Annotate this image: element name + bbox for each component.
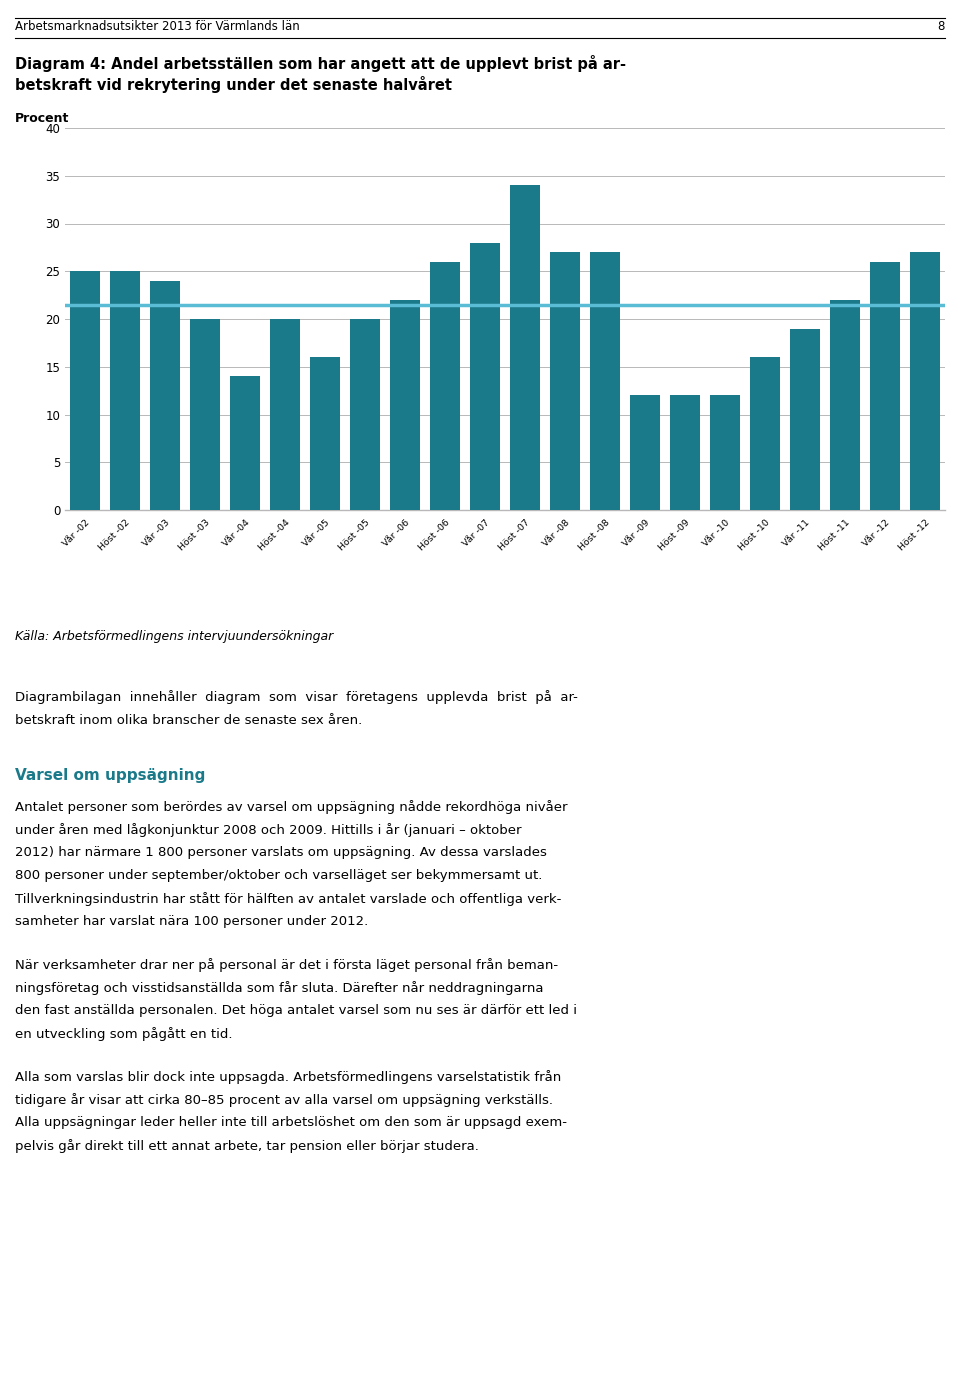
- Text: under åren med lågkonjunktur 2008 och 2009. Hittills i år (januari – oktober: under åren med lågkonjunktur 2008 och 20…: [15, 822, 521, 836]
- Text: 8: 8: [938, 21, 945, 33]
- Bar: [230, 377, 260, 511]
- Bar: [310, 357, 340, 511]
- Bar: [270, 319, 300, 511]
- Bar: [150, 280, 180, 511]
- Text: Tillverkningsindustrin har stått för hälften av antalet varslade och offentliga : Tillverkningsindustrin har stått för häl…: [15, 891, 562, 905]
- Text: en utveckling som pågått en tid.: en utveckling som pågått en tid.: [15, 1027, 232, 1041]
- Bar: [430, 262, 460, 511]
- Bar: [70, 272, 100, 511]
- Text: Alla som varslas blir dock inte uppsagda. Arbetsförmedlingens varselstatistik fr: Alla som varslas blir dock inte uppsagda…: [15, 1070, 562, 1083]
- Text: Källa: Arbetsförmedlingens intervjuundersökningar: Källa: Arbetsförmedlingens intervjuunder…: [15, 631, 333, 643]
- Text: samheter har varslat nära 100 personer under 2012.: samheter har varslat nära 100 personer u…: [15, 915, 369, 927]
- Text: Antalet personer som berördes av varsel om uppsägning nådde rekordhöga nivåer: Antalet personer som berördes av varsel …: [15, 800, 567, 814]
- Text: Arbetsmarknadsutsikter 2013 för Värmlands län: Arbetsmarknadsutsikter 2013 för Värmland…: [15, 21, 300, 33]
- Text: tidigare år visar att cirka 80–85 procent av alla varsel om uppsägning verkställ: tidigare år visar att cirka 80–85 procen…: [15, 1093, 553, 1107]
- Text: pelvis går direkt till ett annat arbete, tar pension eller börjar studera.: pelvis går direkt till ett annat arbete,…: [15, 1138, 479, 1152]
- Text: Alla uppsägningar leder heller inte till arbetslöshet om den som är uppsagd exem: Alla uppsägningar leder heller inte till…: [15, 1116, 567, 1129]
- Bar: [910, 253, 940, 511]
- Bar: [830, 299, 860, 511]
- Text: betskraft vid rekrytering under det senaste halvåret: betskraft vid rekrytering under det sena…: [15, 76, 452, 92]
- Text: Varsel om uppsägning: Varsel om uppsägning: [15, 769, 205, 782]
- Bar: [710, 396, 740, 511]
- Text: ningsföretag och visstidsanställda som får sluta. Därefter når neddragningarna: ningsföretag och visstidsanställda som f…: [15, 981, 543, 995]
- Bar: [510, 185, 540, 511]
- Bar: [790, 328, 820, 511]
- Bar: [190, 319, 220, 511]
- Bar: [630, 396, 660, 511]
- Bar: [670, 396, 700, 511]
- Bar: [870, 262, 900, 511]
- Text: När verksamheter drar ner på personal är det i första läget personal från beman-: När verksamheter drar ner på personal är…: [15, 958, 558, 972]
- Bar: [550, 253, 580, 511]
- Text: betskraft inom olika branscher de senaste sex åren.: betskraft inom olika branscher de senast…: [15, 713, 362, 727]
- Text: 2012) har närmare 1 800 personer varslats om uppsägning. Av dessa varslades: 2012) har närmare 1 800 personer varslat…: [15, 846, 547, 858]
- Text: den fast anställda personalen. Det höga antalet varsel som nu ses är därför ett : den fast anställda personalen. Det höga …: [15, 1005, 577, 1017]
- Bar: [350, 319, 380, 511]
- Bar: [590, 253, 620, 511]
- Text: Diagram 4: Andel arbetsställen som har angett att de upplevt brist på ar-: Diagram 4: Andel arbetsställen som har a…: [15, 55, 626, 72]
- Bar: [470, 243, 500, 511]
- Bar: [390, 299, 420, 511]
- Bar: [750, 357, 780, 511]
- Text: 800 personer under september/oktober och varselläget ser bekymmersamt ut.: 800 personer under september/oktober och…: [15, 869, 542, 882]
- Text: Procent: Procent: [15, 112, 69, 126]
- Text: Diagrambilagan  innehåller  diagram  som  visar  företagens  upplevda  brist  på: Diagrambilagan innehåller diagram som vi…: [15, 690, 578, 704]
- Bar: [110, 272, 140, 511]
